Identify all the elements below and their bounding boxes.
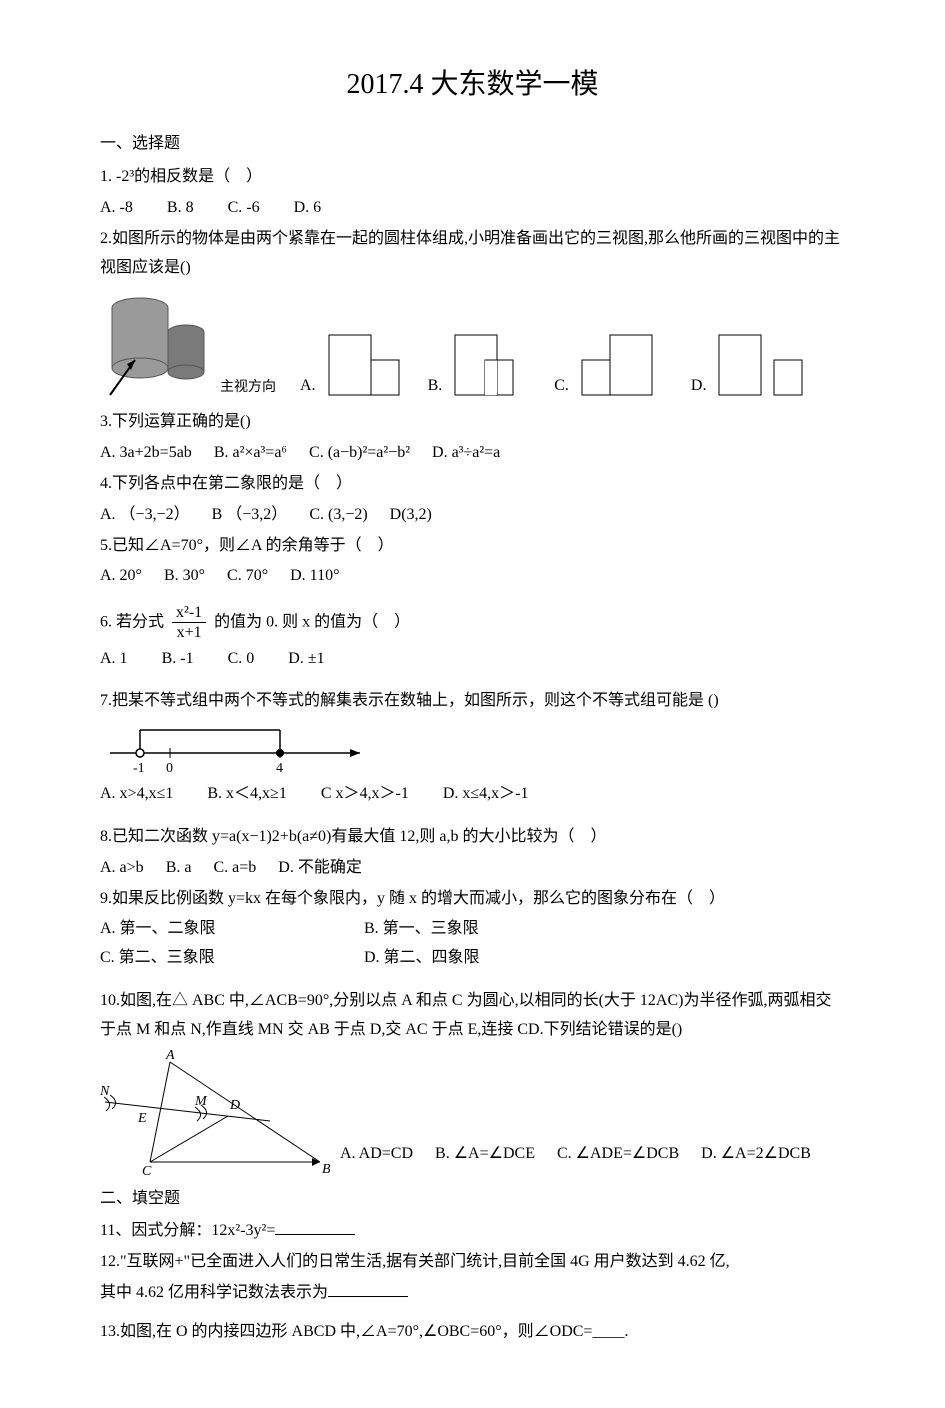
q6-denominator: x+1	[172, 623, 206, 642]
q9-opt-d: D. 第二、四象限	[364, 949, 480, 966]
q7-opt-d: D. x≤4,x＞-1	[443, 780, 529, 809]
q7-opt-c: C x＞4,x＞-1	[321, 780, 409, 809]
q4-opt-b: B （−3,2）	[212, 501, 288, 530]
page-title: 2017.4 大东数学一模	[100, 60, 845, 110]
q9-opt-a: A. 第一、二象限	[100, 915, 360, 944]
q6-prefix: 6. 若分式	[100, 614, 164, 631]
q8-options: A. a>b B. a C. a=b D. 不能确定	[100, 854, 845, 883]
q5-opt-a: A. 20°	[100, 562, 142, 591]
q1-opt-c: C. -6	[228, 194, 260, 223]
q5-opt-c: C. 70°	[227, 562, 268, 591]
q10-opt-c: C. ∠ADE=∠DCB	[557, 1140, 679, 1169]
svg-text:N: N	[100, 1084, 110, 1099]
q8-opt-d: D. 不能确定	[278, 854, 362, 883]
q9-options: A. 第一、二象限 B. 第一、三象限 C. 第二、三象限 D. 第二、四象限	[100, 915, 845, 973]
q7-label-0: 0	[166, 761, 173, 776]
q4-options: A. （−3,−2） B （−3,2） C. (3,−2) D(3,2)	[100, 501, 845, 530]
section-1-title: 一、选择题	[100, 130, 845, 159]
q10-text: 10.如图,在△ ABC 中,∠ACB=90°,分别以点 A 和点 C 为圆心,…	[100, 987, 845, 1045]
q4-opt-a: A. （−3,−2）	[100, 501, 190, 530]
q2-opt-b-wrap: B.	[424, 330, 531, 400]
q6-opt-a: A. 1	[100, 645, 128, 674]
q9-opt-c: C. 第二、三象限	[100, 944, 360, 973]
q12-blank	[328, 1280, 408, 1297]
q3-opt-d: D. a³÷a²=a	[432, 439, 500, 468]
q3-options: A. 3a+2b=5ab B. a²×a³=a⁶ C. (a−b)²=a²−b²…	[100, 439, 845, 468]
q8-opt-a: A. a>b	[100, 854, 144, 883]
q6-suffix: 的值为 0. 则 x 的值为（ ）	[214, 614, 410, 631]
section-2-title: 二、填空题	[100, 1185, 845, 1214]
q4-text: 4.下列各点中在第二象限的是（ ）	[100, 470, 845, 499]
q2-opt-b-svg	[450, 330, 530, 400]
q2-opt-c-label: C.	[554, 372, 569, 401]
q8-text: 8.已知二次函数 y=a(x−1)2+b(a≠0)有最大值 12,则 a,b 的…	[100, 823, 845, 852]
q7-opt-a: A. x>4,x≤1	[100, 780, 173, 809]
q3-opt-c: C. (a−b)²=a²−b²	[309, 439, 410, 468]
q1-opt-a: A. -8	[100, 194, 133, 223]
q3-opt-a: A. 3a+2b=5ab	[100, 439, 192, 468]
q6-opt-d: D. ±1	[288, 645, 324, 674]
q7-label-neg1: -1	[133, 761, 145, 776]
q3-text: 3.下列运算正确的是()	[100, 408, 845, 437]
q2-opt-b-label: B.	[428, 372, 443, 401]
q2-opt-a-label: A.	[300, 372, 316, 401]
q2-opt-a-wrap: A.	[296, 330, 404, 400]
q7-numberline: -1 0 4	[100, 718, 845, 778]
q7-options: A. x>4,x≤1 B. x＜4,x≥1 C x＞4,x＞-1 D. x≤4,…	[100, 780, 845, 809]
q2-cylinders: 主视方向	[100, 290, 276, 400]
svg-text:B: B	[322, 1162, 331, 1177]
q1-options: A. -8 B. 8 C. -6 D. 6	[100, 194, 845, 223]
q2-opt-d-svg	[714, 330, 814, 400]
q12-line1: 12."互联网+"已全面进入人们的日常生活,据有关部门统计,目前全国 4G 用户…	[100, 1248, 845, 1277]
q3-opt-b: B. a²×a³=a⁶	[214, 439, 287, 468]
q13-text: 13.如图,在 O 的内接四边形 ABCD 中,∠A=70°,∠OBC=60°，…	[100, 1318, 845, 1347]
q4-opt-c: C. (3,−2)	[309, 501, 367, 530]
q8-opt-b: B. a	[166, 854, 192, 883]
q8-opt-c: C. a=b	[213, 854, 256, 883]
q5-opt-d: D. 110°	[290, 562, 339, 591]
q11: 11、因式分解：12x²-3y²=	[100, 1217, 845, 1246]
q2-opt-c-wrap: C.	[550, 330, 667, 400]
q12-line2-wrap: 其中 4.62 亿用科学记数法表示为	[100, 1279, 845, 1308]
q4-opt-d: D(3,2)	[390, 501, 432, 530]
q2-opt-d-label: D.	[691, 372, 707, 401]
q6-text: 6. 若分式 x²-1 x+1 的值为 0. 则 x 的值为（ ）	[100, 603, 845, 642]
q6-opt-c: C. 0	[228, 645, 255, 674]
q6-options: A. 1 B. -1 C. 0 D. ±1	[100, 645, 845, 674]
q10-row: A N E M D C B A. AD=CD B. ∠A=∠DCE C. ∠AD…	[100, 1047, 845, 1177]
q9-opt-b: B. 第一、三象限	[364, 920, 479, 937]
q10-figure: A N E M D C B	[100, 1047, 340, 1177]
q1-text: 1. -2³的相反数是（ ）	[100, 163, 845, 192]
q6-numerator: x²-1	[172, 603, 206, 623]
q2-text: 2.如图所示的物体是由两个紧靠在一起的圆柱体组成,小明准备画出它的三视图,那么他…	[100, 225, 845, 283]
svg-text:C: C	[142, 1164, 152, 1177]
svg-text:E: E	[137, 1111, 147, 1126]
q7-opt-b: B. x＜4,x≥1	[207, 780, 286, 809]
q6-opt-b: B. -1	[162, 645, 194, 674]
svg-text:D: D	[229, 1098, 240, 1113]
svg-text:M: M	[194, 1094, 208, 1109]
svg-text:A: A	[165, 1048, 175, 1063]
q1-opt-d: D. 6	[294, 194, 322, 223]
q2-figure-row: 主视方向 A. B. C. D.	[100, 290, 845, 400]
q12-line2: 其中 4.62 亿用科学记数法表示为	[100, 1284, 328, 1301]
q10-opt-d: D. ∠A=2∠DCB	[701, 1140, 811, 1169]
q9-text: 9.如果反比例函数 y=kx 在每个象限内，y 随 x 的增大而减小，那么它的图…	[100, 885, 845, 914]
q10-options: A. AD=CD B. ∠A=∠DCE C. ∠ADE=∠DCB D. ∠A=2…	[340, 1140, 845, 1177]
q2-opt-c-svg	[577, 330, 667, 400]
q2-direction-label: 主视方向	[220, 375, 276, 400]
q1-opt-b: B. 8	[167, 194, 194, 223]
q11-blank	[275, 1218, 355, 1235]
q5-opt-b: B. 30°	[164, 562, 205, 591]
q5-text: 5.已知∠A=70°，则∠A 的余角等于（ ）	[100, 532, 845, 561]
q11-text: 11、因式分解：12x²-3y²=	[100, 1222, 275, 1239]
q10-opt-a: A. AD=CD	[340, 1140, 413, 1169]
q7-text: 7.把某不等式组中两个不等式的解集表示在数轴上，如图所示，则这个不等式组可能是 …	[100, 687, 845, 716]
q10-opt-b: B. ∠A=∠DCE	[435, 1140, 535, 1169]
q2-opt-a-svg	[324, 330, 404, 400]
q6-fraction: x²-1 x+1	[172, 603, 206, 642]
q5-options: A. 20° B. 30° C. 70° D. 110°	[100, 562, 845, 591]
q2-opt-d-wrap: D.	[687, 330, 815, 400]
q7-label-4: 4	[276, 761, 283, 776]
